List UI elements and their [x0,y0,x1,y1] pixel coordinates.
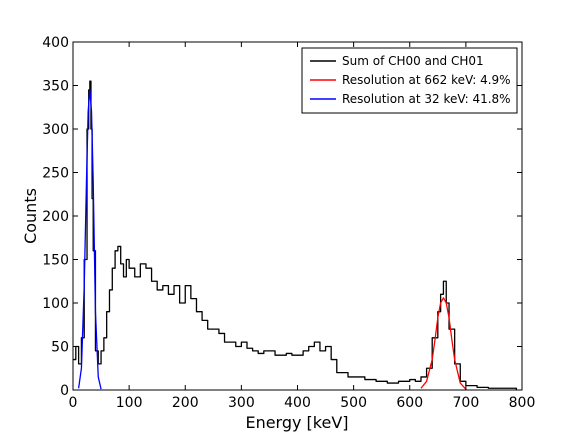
ticks-layer: 0 100 200 300 400 500 600 700 800 0 50 100 150 200 250… [42,35,535,411]
series-line-1 [420,297,467,390]
y-tick-label: 300 [42,122,69,138]
x-tick-label: 0 [69,395,78,411]
series-layer [73,80,518,390]
x-tick-label: 700 [453,395,480,411]
x-tick-label: 500 [340,395,367,411]
x-tick-label: 300 [228,395,255,411]
y-tick-label: 50 [51,340,69,356]
y-tick-label: 250 [42,166,69,182]
y-tick-label: 100 [42,296,69,312]
legend-box [301,47,518,114]
legend: Sum of CH00 and CH01 Resolution at 662 ke… [301,47,518,114]
x-tick-label: 200 [172,395,199,411]
y-tick-label: 400 [42,35,69,51]
series-line-0 [73,80,518,390]
y-tick-label: 350 [42,79,69,95]
x-tick-label: 600 [396,395,423,411]
y-axis-label: Counts [21,188,40,244]
series-line-2 [77,89,102,390]
x-tick-label: 800 [509,395,536,411]
legend-entry-1: Resolution at 662 keV: 4.9% [342,73,511,87]
y-tick-label: 200 [42,209,69,225]
x-axis-label: Energy [keV] [245,413,348,432]
x-tick-label: 400 [284,395,311,411]
y-tick-label: 150 [42,253,69,269]
x-tick-label: 100 [116,395,143,411]
legend-entry-0: Sum of CH00 and CH01 [342,54,484,68]
legend-entry-2: Resolution at 32 keV: 41.8% [342,92,511,106]
y-tick-label: 0 [60,383,69,399]
